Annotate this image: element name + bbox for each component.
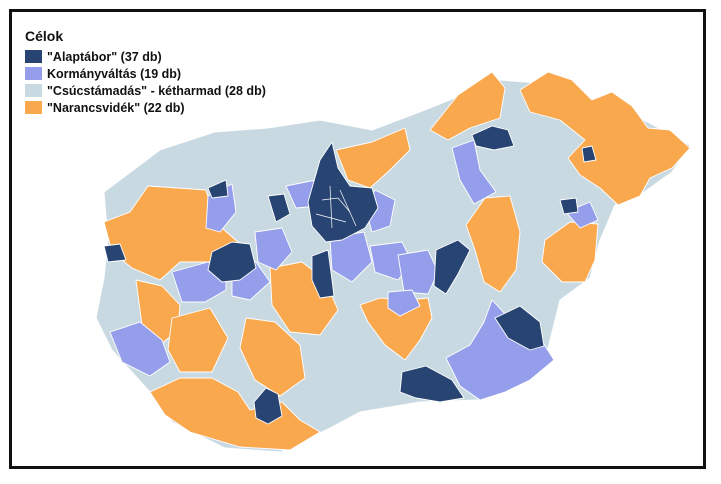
legend-swatch-kormanyvaltas <box>25 67 42 80</box>
legend-swatch-narancsvidek <box>25 101 42 114</box>
legend-item-kormanyvaltas: Kormányváltás (19 db) <box>25 65 266 82</box>
district-region-alaptabor <box>103 243 127 263</box>
district-region-alaptabor <box>581 145 597 163</box>
legend-label-narancsvidek: "Narancsvidék" (22 db) <box>47 100 185 115</box>
map-legend: Célok "Alaptábor" (37 db) Kormányváltás … <box>25 28 266 116</box>
district-region-kormanyvaltas <box>397 249 439 295</box>
district-region-alaptabor <box>253 387 283 425</box>
legend-label-kormanyvaltas: Kormányváltás (19 db) <box>47 66 182 81</box>
budapest-inner-boundary <box>329 185 333 229</box>
district-region-narancsvidek <box>465 195 521 293</box>
district-region-narancsvidek <box>335 127 411 189</box>
district-region-kormanyvaltas <box>329 231 373 283</box>
district-region-alaptabor <box>559 197 579 215</box>
legend-item-narancsvidek: "Narancsvidék" (22 db) <box>25 99 266 116</box>
budapest-inner-boundary <box>315 213 347 223</box>
district-region-kormanyvaltas <box>387 289 421 317</box>
budapest-inner-boundary <box>321 197 351 213</box>
district-region-narancsvidek <box>167 307 229 373</box>
district-region-alaptabor <box>307 141 379 243</box>
legend-label-alaptabor: "Alaptábor" (37 db) <box>47 49 162 64</box>
district-region-alaptabor <box>311 249 335 299</box>
district-region-alaptabor <box>207 241 257 283</box>
district-region-narancsvidek <box>103 185 239 281</box>
legend-label-csucstamadas: "Csúcstámadás" - kétharmad (28 db) <box>47 83 266 98</box>
district-region-narancsvidek <box>429 71 506 141</box>
district-region-alaptabor <box>207 179 229 199</box>
district-region-alaptabor <box>494 305 545 351</box>
district-region-kormanyvaltas <box>109 321 171 377</box>
district-region-narancsvidek <box>239 317 306 397</box>
district-region-alaptabor <box>399 365 465 403</box>
district-region-narancsvidek <box>149 377 321 451</box>
district-region-alaptabor <box>471 125 515 151</box>
legend-item-csucstamadas: "Csúcstámadás" - kétharmad (28 db) <box>25 82 266 99</box>
legend-swatch-alaptabor <box>25 50 42 63</box>
district-region-alaptabor <box>267 193 291 223</box>
district-region-kormanyvaltas <box>254 227 293 271</box>
district-region-narancsvidek <box>519 71 691 206</box>
district-region-alaptabor <box>433 239 471 295</box>
legend-swatch-csucstamadas <box>25 84 42 97</box>
budapest-inner-boundary <box>339 189 357 227</box>
legend-item-alaptabor: "Alaptábor" (37 db) <box>25 48 266 65</box>
district-region-kormanyvaltas <box>445 299 555 401</box>
district-region-kormanyvaltas <box>565 201 599 229</box>
legend-title: Célok <box>25 28 64 44</box>
